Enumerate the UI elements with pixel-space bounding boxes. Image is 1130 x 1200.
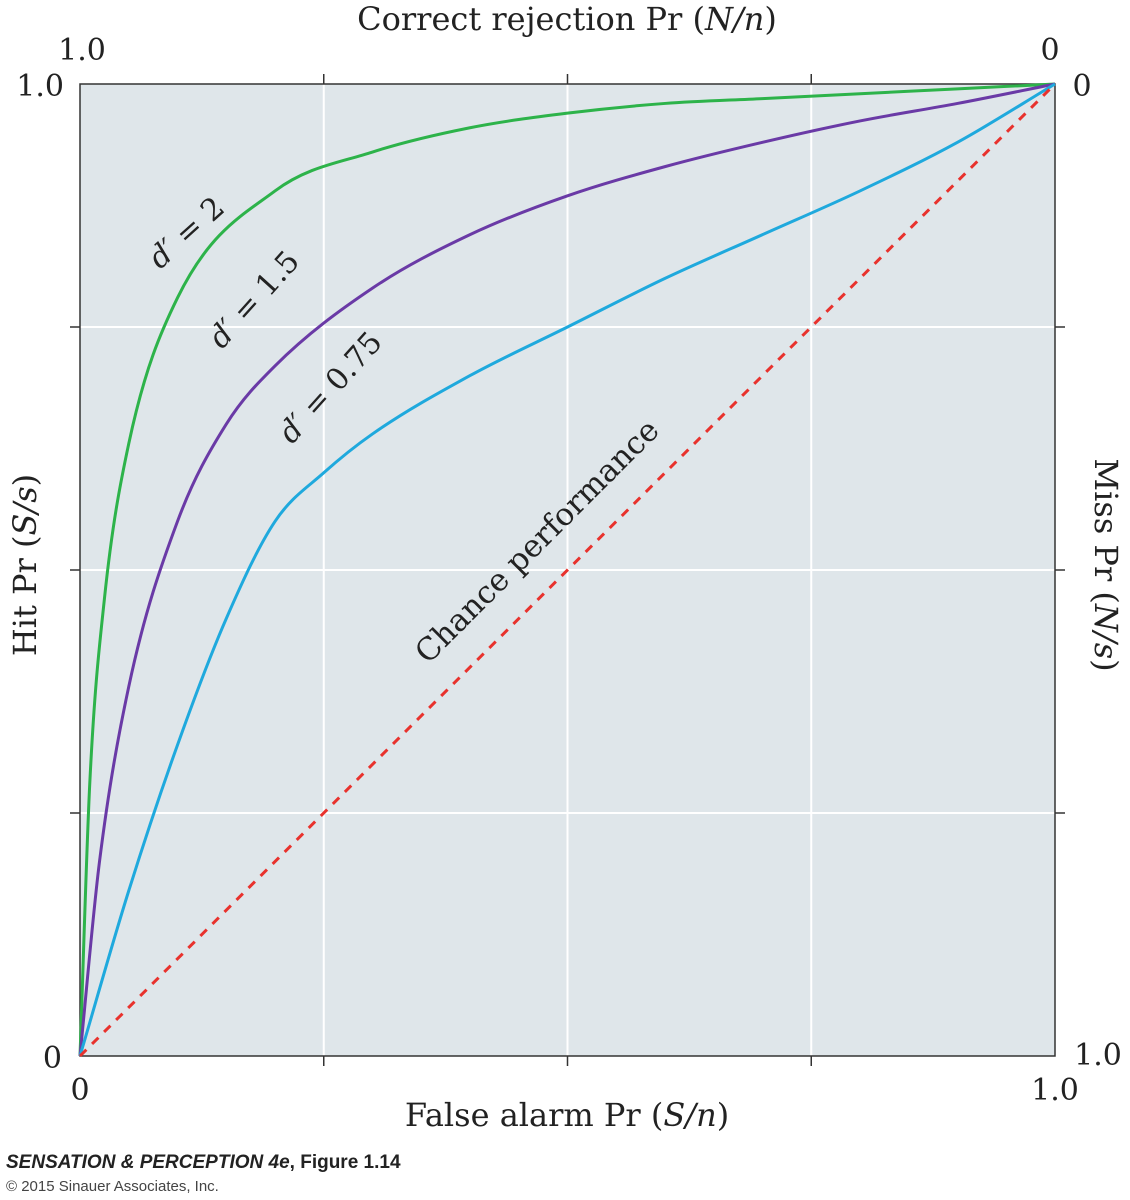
roc-curve-2 (78, 82, 1056, 1057)
y-tick-label-1: 1.0 (16, 69, 64, 104)
right-tick-label-top: 0 (1072, 69, 1091, 104)
y-tick-label-0: 0 (43, 1041, 62, 1076)
x-tick-label-1: 1.0 (1031, 1073, 1079, 1108)
top-tick-label-right: 0 (1040, 33, 1059, 68)
axis-ticks (70, 74, 1065, 1066)
top-tick-label-left: 1.0 (58, 33, 106, 68)
x-axis-label: False alarm Pr (S/n) (405, 1096, 729, 1134)
figure-credit-title: SENSATION & PERCEPTION 4e, Figure 1.14 (6, 1152, 401, 1173)
chance-performance-line (78, 82, 1057, 1058)
y-axis-label: Hit Pr (S/s) (6, 474, 44, 656)
x-tick-label-0: 0 (70, 1073, 89, 1108)
right-tick-label-bottom: 1.0 (1074, 1038, 1122, 1073)
right-axis-label: Miss Pr (N/s) (1087, 458, 1125, 671)
top-axis-label: Correct rejection Pr (N/n) (357, 0, 777, 38)
plot-border (79, 83, 1056, 1057)
series-layer (78, 82, 1057, 1058)
roc-chart: d′ = 2 d′ = 1.5 d′ = 0.75 Chance perform… (6, 0, 1125, 1134)
figure-copyright: © 2015 Sinauer Associates, Inc. (6, 1178, 219, 1195)
roc-curve-1 (78, 82, 1056, 1057)
roc-curve-0 (78, 82, 1056, 1057)
